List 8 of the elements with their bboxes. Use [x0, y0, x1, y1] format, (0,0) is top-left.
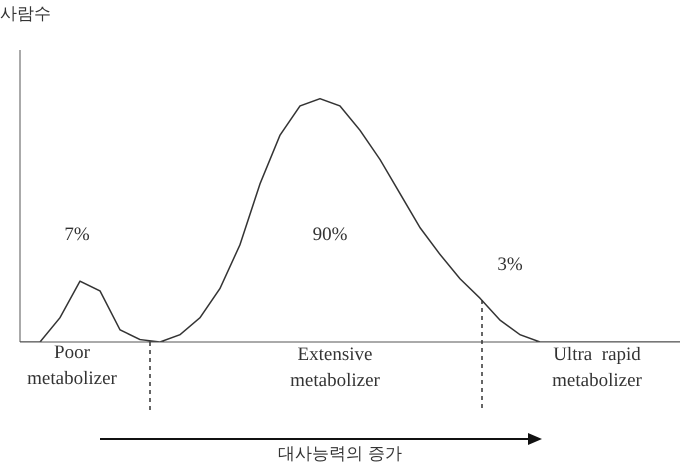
annotation: Poor metabolizer: [26, 341, 118, 391]
annotation: 3%: [496, 253, 524, 277]
annotation: 7%: [63, 223, 91, 247]
y-axis-title: 사람수: [0, 3, 51, 25]
text: 대사능력의 증가: [276, 443, 404, 465]
text: Ultra rapid metabolizer: [551, 343, 643, 393]
text: Extensive metabolizer: [289, 343, 381, 393]
annotation: 90%: [312, 223, 348, 247]
